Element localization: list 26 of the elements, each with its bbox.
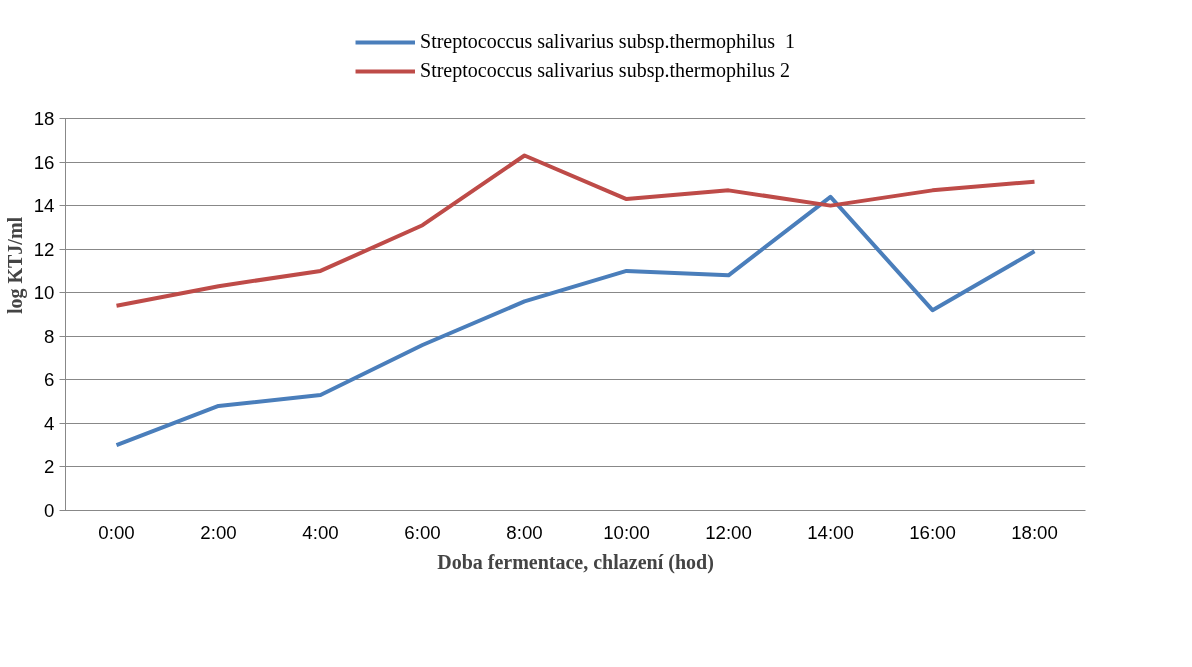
legend-label: Streptococcus salivarius subsp.thermophilus 2 bbox=[420, 59, 790, 82]
x-tick-label: 16:00 bbox=[909, 521, 956, 543]
x-axis-title: Doba fermentace, chlazení (hod) bbox=[437, 550, 714, 574]
y-tick-label: 4 bbox=[44, 412, 55, 434]
y-tick-label: 14 bbox=[33, 195, 55, 217]
line-series bbox=[114, 153, 1037, 308]
x-tick-label: 4:00 bbox=[302, 521, 339, 543]
x-tick-label: 18:00 bbox=[1011, 521, 1058, 543]
y-tick-label: 18 bbox=[33, 108, 55, 129]
y-tick-label: 6 bbox=[44, 369, 55, 391]
y-tick-label: 2 bbox=[44, 456, 55, 478]
y-tick-label: 8 bbox=[44, 325, 55, 347]
x-tick-label: 8:00 bbox=[506, 521, 543, 543]
x-tick-label: 14:00 bbox=[807, 521, 854, 543]
x-tick-label: 12:00 bbox=[705, 521, 752, 543]
line-series bbox=[114, 194, 1037, 448]
y-axis-title: log KTJ/ml bbox=[3, 216, 27, 315]
x-tick-label: 0:00 bbox=[98, 521, 135, 543]
legend-label: Streptococcus salivarius subsp.thermophilus 1 bbox=[420, 30, 795, 53]
y-tick-label: 10 bbox=[33, 282, 55, 304]
x-tick-label: 6:00 bbox=[404, 521, 441, 543]
x-tick-label: 10:00 bbox=[603, 521, 650, 543]
y-tick-label: 12 bbox=[33, 238, 55, 260]
y-tick-label: 16 bbox=[33, 151, 55, 173]
x-tick-label: 2:00 bbox=[200, 521, 237, 543]
y-tick-label: 0 bbox=[44, 500, 55, 521]
